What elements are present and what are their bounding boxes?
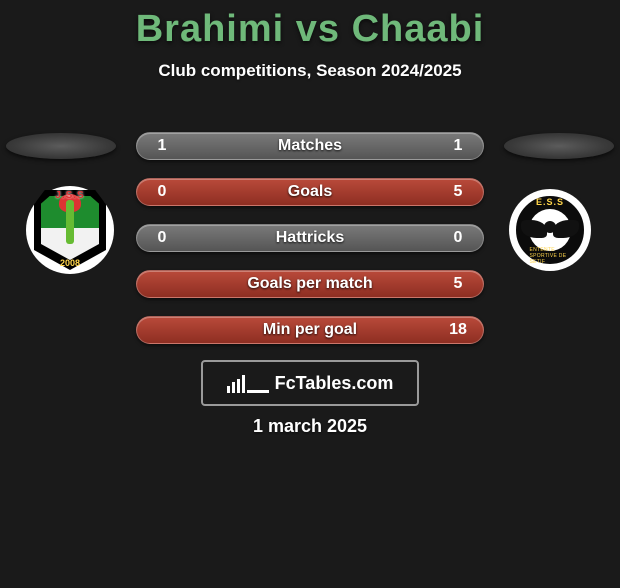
brand-bars-icon xyxy=(227,373,269,393)
stats-container: 1Matches10Goals50Hattricks0Goals per mat… xyxy=(136,132,484,344)
stat-value-left: 0 xyxy=(151,183,173,201)
stat-value-left: 1 xyxy=(151,137,173,155)
stat-label: Goals per match xyxy=(173,275,447,293)
pedestal-shadow-left xyxy=(6,133,116,159)
stat-row: 1Matches1 xyxy=(136,132,484,160)
stat-row: Goals per match5 xyxy=(136,270,484,298)
subtitle: Club competitions, Season 2024/2025 xyxy=(0,61,620,81)
stat-row: 0Hattricks0 xyxy=(136,224,484,252)
crest-left-abbrev: J.S.S xyxy=(55,190,84,201)
stat-label: Matches xyxy=(173,137,447,155)
crest-right-arc: ENTENTE SPORTIVE DE SETIF xyxy=(530,247,571,265)
stat-label: Goals xyxy=(173,183,447,201)
stat-row: 0Goals5 xyxy=(136,178,484,206)
stat-value-left: 0 xyxy=(151,229,173,247)
stat-value-right: 0 xyxy=(447,229,469,247)
brand-text: FcTables.com xyxy=(275,373,394,394)
crest-right-abbrev: E.S.S xyxy=(536,197,564,207)
stat-value-right: 1 xyxy=(447,137,469,155)
stat-label: Min per goal xyxy=(173,321,447,339)
pedestal-shadow-right xyxy=(504,133,614,159)
footer-date: 1 march 2025 xyxy=(0,416,620,437)
crest-left: J.S.S 2008 xyxy=(34,190,106,270)
page-title: Brahimi vs Chaabi xyxy=(0,8,620,51)
stat-row: Min per goal18 xyxy=(136,316,484,344)
brand-box: FcTables.com xyxy=(201,360,419,406)
crest-right: E.S.S ENTENTE SPORTIVE DE SETIF xyxy=(509,189,591,271)
club-badge-left: J.S.S 2008 xyxy=(26,186,114,274)
stat-value-right: 5 xyxy=(447,183,469,201)
club-badge-right: E.S.S ENTENTE SPORTIVE DE SETIF xyxy=(506,186,594,274)
stat-label: Hattricks xyxy=(173,229,447,247)
crest-left-year: 2008 xyxy=(60,258,80,268)
stat-value-right: 5 xyxy=(447,275,469,293)
stat-value-right: 18 xyxy=(447,321,469,339)
